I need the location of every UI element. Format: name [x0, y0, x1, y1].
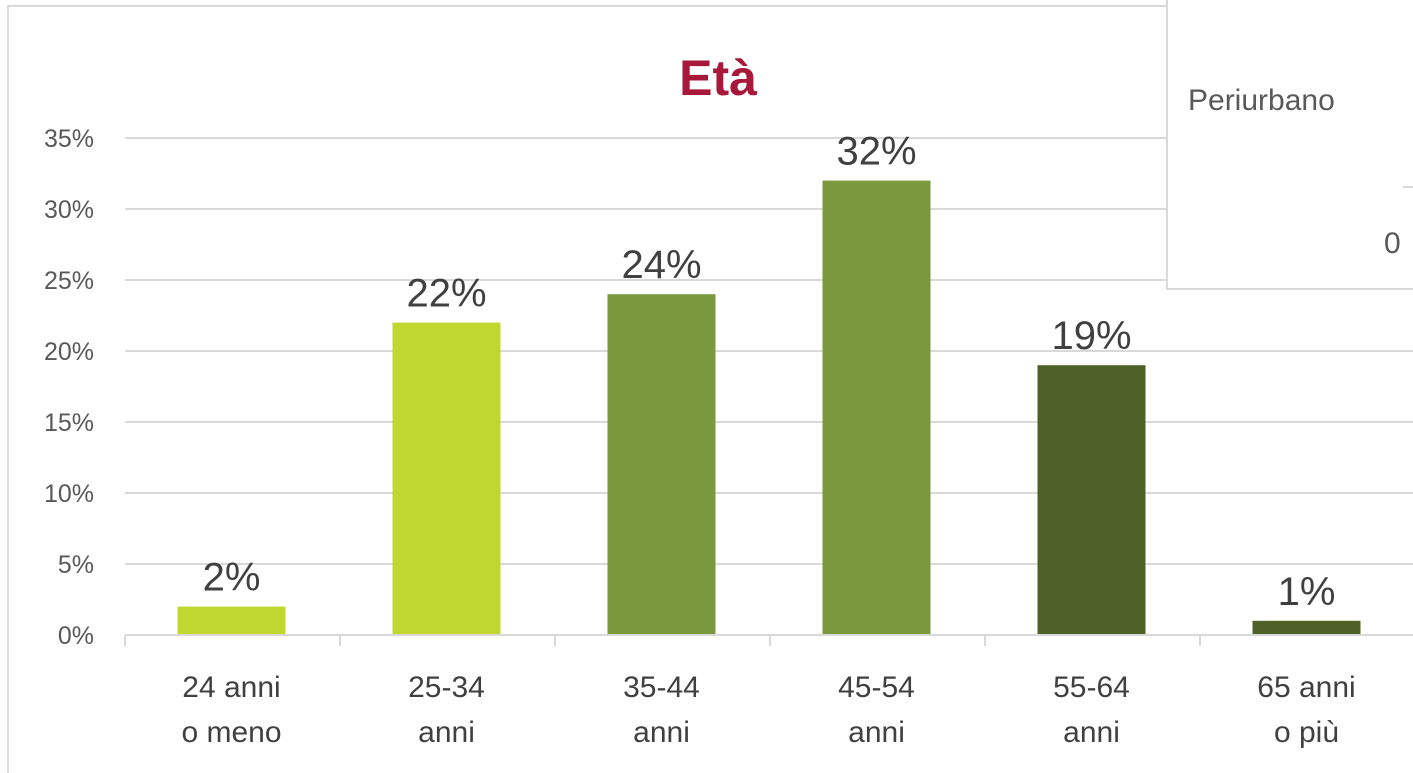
bar	[822, 180, 931, 635]
chart-title: Età	[679, 50, 757, 106]
bar	[177, 606, 286, 635]
category-label: 35-44	[623, 671, 700, 704]
inset-frame	[1166, 0, 1413, 290]
category-label: anni	[418, 716, 475, 749]
category-label: 24 anni	[182, 671, 280, 704]
y-tick-label: 5%	[58, 551, 94, 579]
data-label: 22%	[406, 272, 486, 316]
bars	[177, 180, 1361, 635]
y-tick-label: 30%	[44, 196, 94, 224]
y-tick-label: 10%	[44, 480, 94, 508]
data-label: 32%	[836, 130, 916, 174]
data-label: 2%	[203, 556, 261, 600]
category-label: o meno	[181, 716, 281, 749]
inset-fragment: 0	[1384, 227, 1401, 260]
inset-label: Periurbano	[1188, 84, 1335, 117]
y-tick-label: 20%	[44, 338, 94, 366]
y-tick-label: 0%	[58, 622, 94, 650]
bar	[392, 322, 501, 635]
y-tick-label: 15%	[44, 409, 94, 437]
x-axis: 24 anni o meno 25-34 anni 35-44 anni 45-54 anni…	[124, 634, 1413, 749]
bar	[1037, 365, 1146, 635]
category-label: 45-54	[838, 671, 915, 704]
y-tick-label: 35%	[44, 125, 94, 153]
category-label: 25-34	[408, 671, 485, 704]
category-label: o più	[1274, 716, 1339, 749]
category-label: anni	[1063, 716, 1120, 749]
y-tick-label: 25%	[44, 267, 94, 295]
data-label: 19%	[1051, 314, 1131, 358]
data-labels: 2% 22% 24% 32% 19% 1%	[203, 130, 1336, 614]
category-label: anni	[633, 716, 690, 749]
category-label: anni	[848, 716, 905, 749]
y-axis-ticks: 0% 5% 10% 15% 20% 25% 30% 35%	[44, 125, 94, 650]
data-label: 1%	[1278, 570, 1336, 614]
chart-frame	[7, 5, 1413, 773]
category-label: 55-64	[1053, 671, 1130, 704]
data-label: 24%	[621, 243, 701, 287]
bar	[607, 294, 716, 635]
inset-panel: Periurbano 0	[1166, 0, 1413, 290]
bar	[1252, 620, 1361, 635]
category-label: 65 anni	[1257, 671, 1355, 704]
